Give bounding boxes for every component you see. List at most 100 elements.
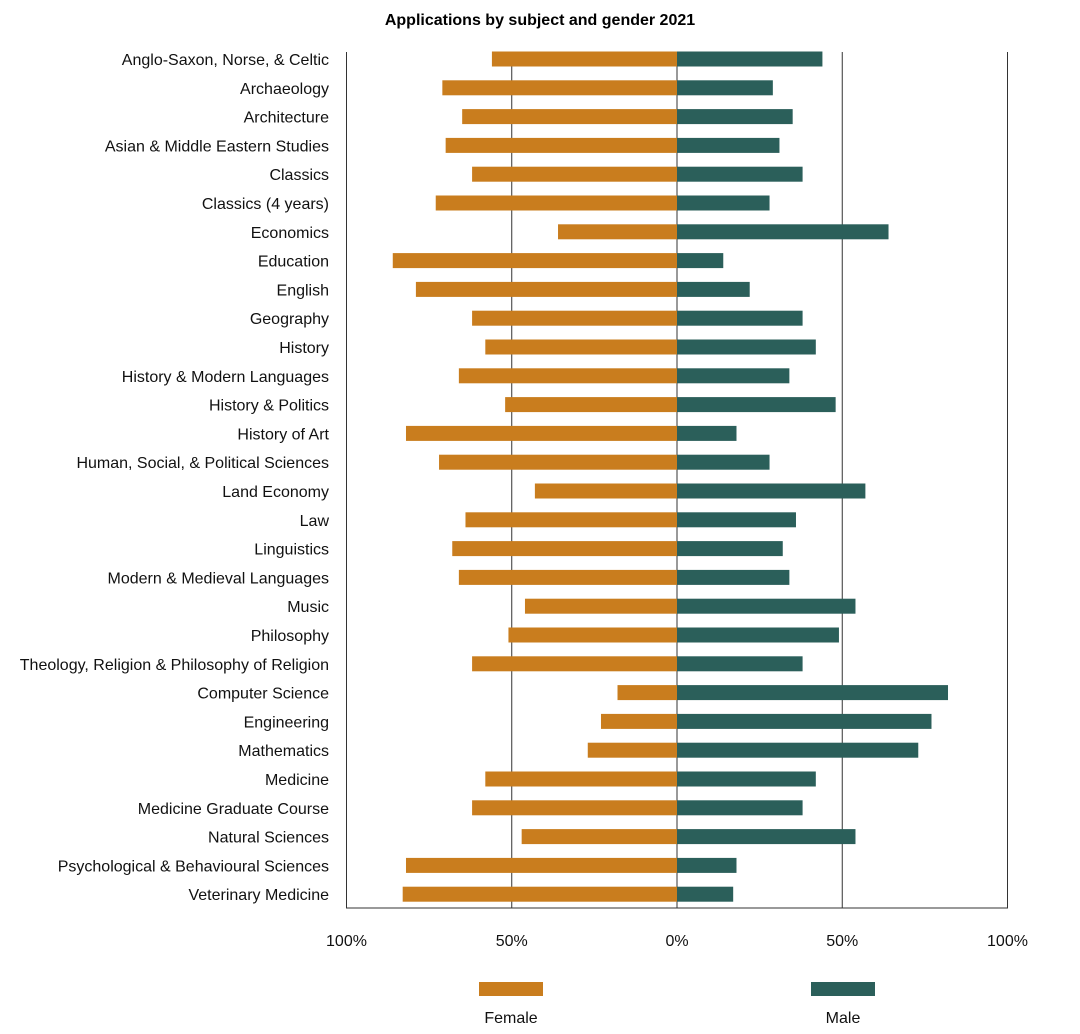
x-tick-label: 50% [496,933,528,950]
category-label: Geography [250,311,329,328]
category-label: Veterinary Medicine [188,887,329,904]
category-label: Mathematics [238,743,329,760]
bar-male [677,310,803,326]
bar-female [558,224,677,240]
bar-female [587,742,677,758]
bar-male [677,512,796,528]
category-label: Modern & Medieval Languages [108,570,329,587]
bar-female [521,829,677,845]
category-label: Economics [251,225,329,242]
bar-female [462,109,677,125]
legend-swatch-female [479,982,543,996]
category-label: Philosophy [251,628,329,645]
category-label: Medicine [265,772,329,789]
legend-label-female: Female [484,1010,537,1027]
category-label: Natural Sciences [208,830,329,847]
category-label: History of Art [237,426,329,443]
bar-female [445,137,677,153]
bar-female [472,656,677,672]
bar-male [677,224,889,240]
legend-swatch-male [811,982,875,996]
bar-male [677,742,919,758]
category-label: Psychological & Behavioural Sciences [58,858,329,875]
bar-male [677,656,803,672]
bar-female [617,685,677,701]
bar-female [534,483,677,499]
bar-female [402,886,677,902]
gridlines [346,52,1008,908]
bar-male [677,281,750,297]
category-label: Engineering [244,714,329,731]
bar-male [677,685,949,701]
category-label: History & Modern Languages [122,369,329,386]
chart-title: Applications by subject and gender 2021 [385,12,695,29]
bar-female [472,310,677,326]
bar-female [485,339,677,355]
bar-male [677,771,816,787]
bar-female [465,512,677,528]
legend-label-male: Male [826,1010,861,1027]
category-label: Linguistics [254,542,329,559]
bar-male [677,829,856,845]
bar-male [677,80,773,96]
bar-male [677,368,790,384]
category-label: Computer Science [197,686,329,703]
bar-male [677,598,856,614]
bar-male [677,339,816,355]
bar-male [677,886,734,902]
bar-female [405,857,677,873]
category-label: Archaeology [240,81,329,98]
x-tick-label: 100% [326,933,367,950]
category-label: Classics [269,167,329,184]
bar-male [677,397,836,413]
bar-female [505,397,677,413]
bar-female [452,541,677,557]
bar-male [677,166,803,182]
bar-female [600,713,677,729]
category-label: Music [287,599,329,616]
category-label: Classics (4 years) [202,196,329,213]
bar-male [677,857,737,873]
bar-female [439,454,677,470]
bar-male [677,195,770,211]
bar-female [392,253,677,269]
bar-female [491,51,677,67]
bar-male [677,454,770,470]
bar-male [677,109,793,125]
category-label: Medicine Graduate Course [138,801,329,818]
bar-female [472,800,677,816]
category-label: Anglo-Saxon, Norse, & Celtic [122,52,329,69]
bar-female [435,195,677,211]
category-label: Asian & Middle Eastern Studies [105,138,329,155]
x-tick-label: 50% [826,933,858,950]
bar-female [472,166,677,182]
category-label: Land Economy [222,484,329,501]
bar-male [677,713,932,729]
bar-female [458,368,677,384]
bar-female [524,598,677,614]
bar-male [677,425,737,441]
legend: Female Male [479,982,875,1027]
bar-male [677,569,790,585]
bar-male [677,137,780,153]
category-label: History & Politics [209,398,329,415]
bars [392,51,949,902]
bar-male [677,800,803,816]
bar-male [677,51,823,67]
bar-male [677,253,724,269]
category-label: Architecture [244,110,329,127]
category-label: Education [258,254,329,271]
category-label: Theology, Religion & Philosophy of Relig… [20,657,329,674]
bar-male [677,627,839,643]
x-tick-label: 100% [987,933,1028,950]
bar-female [415,281,677,297]
x-tick-label: 0% [665,933,688,950]
bar-male [677,483,866,499]
category-label: Law [300,513,330,530]
bar-male [677,541,783,557]
x-axis: 100% 50% 0% 50% 100% [326,907,1028,950]
bar-female [508,627,677,643]
category-label: Human, Social, & Political Sciences [76,455,329,472]
category-labels: Anglo-Saxon, Norse, & Celtic Archaeology A… [20,52,330,904]
